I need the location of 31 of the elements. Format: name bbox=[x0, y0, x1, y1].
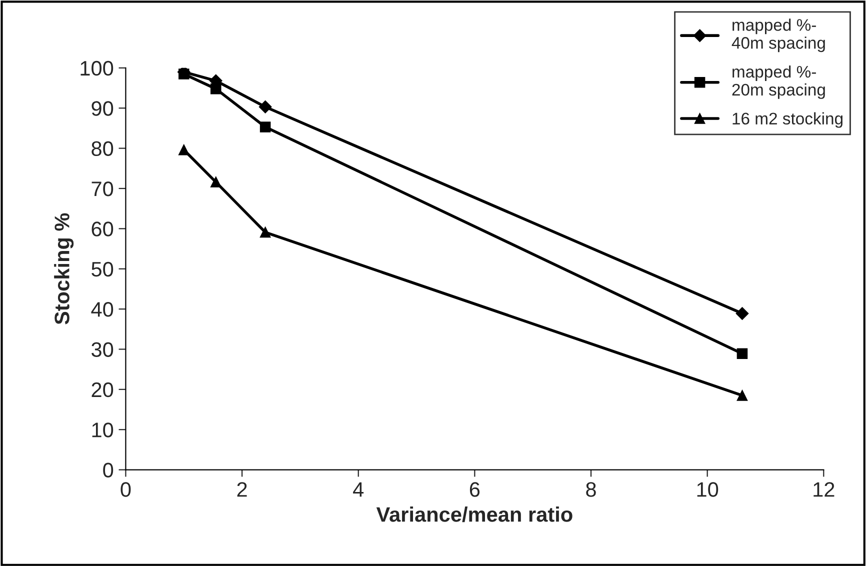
x-tick-label: 6 bbox=[470, 482, 480, 497]
y-tick-label: 50 bbox=[92, 262, 114, 277]
x-tick-label: 10 bbox=[697, 482, 718, 497]
point bbox=[260, 122, 271, 132]
legend-label: 16 m2 stocking bbox=[732, 112, 842, 128]
y-tick-label: 30 bbox=[92, 342, 114, 357]
y-tick-label: 10 bbox=[92, 422, 114, 438]
x-tick-label: 2 bbox=[237, 482, 247, 497]
y-tick-label: 0 bbox=[103, 462, 114, 478]
y-tick-label: 20 bbox=[92, 382, 114, 398]
x-tick-label: 12 bbox=[814, 482, 834, 497]
point bbox=[178, 144, 190, 156]
point bbox=[736, 390, 748, 401]
y-tick-label: 100 bbox=[80, 60, 114, 76]
x-axis-title: Variance/mean ratio bbox=[376, 506, 572, 522]
point bbox=[258, 100, 272, 114]
y-tick-label: 70 bbox=[92, 181, 114, 196]
y-tick-label: 90 bbox=[92, 101, 114, 116]
legend-label: mapped %- 40m spacing bbox=[732, 18, 825, 52]
point bbox=[736, 348, 748, 360]
point bbox=[260, 226, 271, 238]
point bbox=[210, 176, 222, 188]
point bbox=[736, 307, 749, 320]
y-axis-title: Stocking % bbox=[54, 213, 74, 324]
x-tick-label: 0 bbox=[120, 482, 131, 497]
y-tick-label: 40 bbox=[91, 302, 114, 317]
y-tick-label: 60 bbox=[92, 222, 114, 236]
y-tick-label: 80 bbox=[92, 141, 114, 156]
x-tick-label: 8 bbox=[586, 482, 596, 497]
x-tick-label: 4 bbox=[353, 482, 364, 497]
legend-label: mapped %- 20m spacing bbox=[732, 65, 825, 99]
